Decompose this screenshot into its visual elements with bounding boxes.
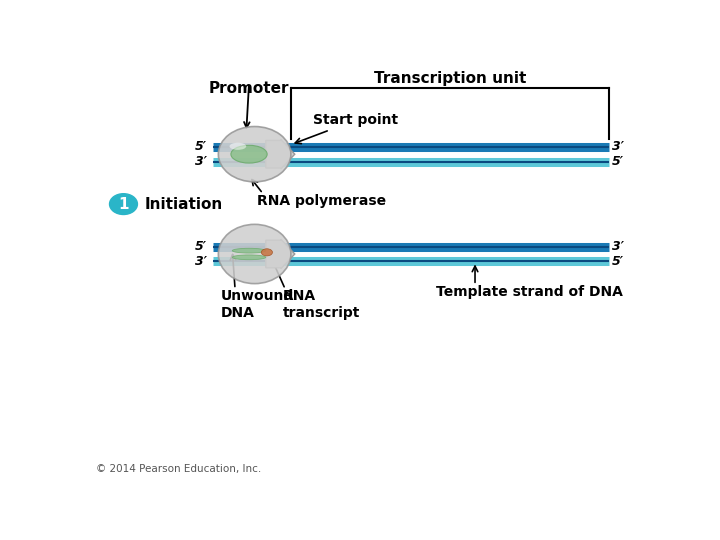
Text: 3′: 3′ <box>195 155 207 168</box>
Text: 3′: 3′ <box>612 140 624 153</box>
FancyArrow shape <box>266 239 294 269</box>
Text: 1: 1 <box>118 197 129 212</box>
Ellipse shape <box>261 249 272 256</box>
Text: Promoter: Promoter <box>209 82 289 97</box>
Text: 5′: 5′ <box>195 240 207 253</box>
FancyArrow shape <box>266 139 294 169</box>
Text: RNA polymerase: RNA polymerase <box>258 194 387 208</box>
Text: 5′: 5′ <box>612 255 624 268</box>
Text: 3′: 3′ <box>195 255 207 268</box>
Text: Unwound
DNA: Unwound DNA <box>221 289 294 320</box>
Text: 5′: 5′ <box>612 155 624 168</box>
Ellipse shape <box>218 224 291 284</box>
Ellipse shape <box>231 145 267 163</box>
Text: 3′: 3′ <box>612 240 624 253</box>
Text: Transcription unit: Transcription unit <box>374 71 526 85</box>
Ellipse shape <box>233 255 266 260</box>
Text: RNA
transcript: RNA transcript <box>282 289 360 320</box>
Ellipse shape <box>233 248 266 253</box>
Circle shape <box>109 194 138 214</box>
Text: Template strand of DNA: Template strand of DNA <box>436 285 623 299</box>
Text: © 2014 Pearson Education, Inc.: © 2014 Pearson Education, Inc. <box>96 464 261 474</box>
Text: Initiation: Initiation <box>145 197 223 212</box>
Text: Start point: Start point <box>295 113 398 144</box>
Ellipse shape <box>218 126 291 182</box>
Text: 5′: 5′ <box>195 140 207 153</box>
Ellipse shape <box>230 143 246 150</box>
